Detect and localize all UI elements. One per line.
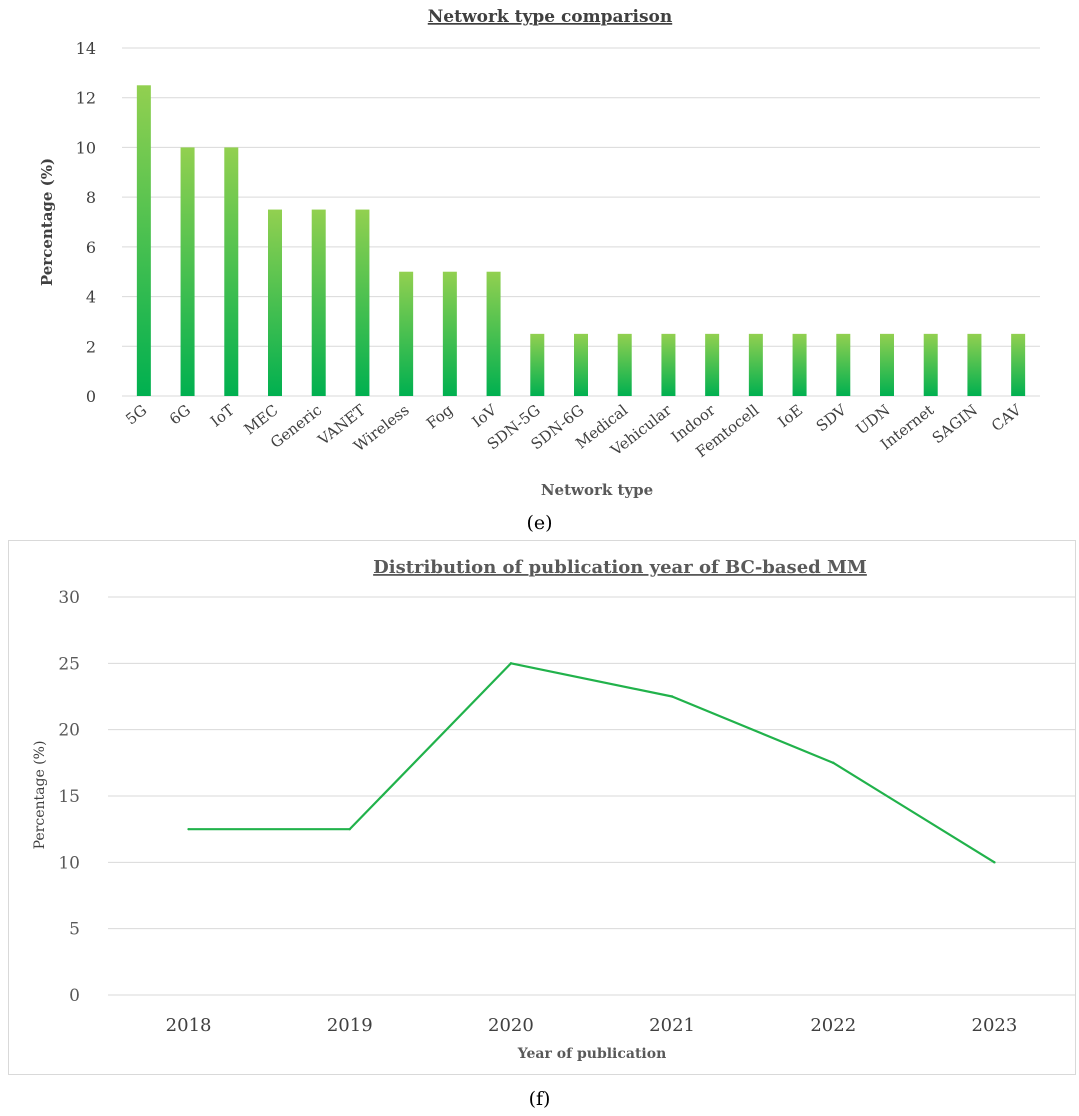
chart1-x-tick-label: Fog xyxy=(423,401,457,433)
chart1-bar-femtocell xyxy=(748,333,763,396)
chart1-x-axis-label: Network type xyxy=(541,481,653,499)
chart1-bar-vanet xyxy=(355,209,370,396)
chart2-y-tick-label: 15 xyxy=(58,787,80,807)
chart2-y-tick-label: 10 xyxy=(58,853,80,873)
chart1-bar-medical xyxy=(617,333,632,396)
chart1-y-tick-label: 0 xyxy=(86,387,96,406)
chart2-point-2023 xyxy=(993,861,996,864)
chart1-title: Network type comparison xyxy=(428,7,672,27)
chart1-bar-fog xyxy=(442,271,457,396)
chart1-y-tick-label: 6 xyxy=(86,238,96,257)
chart2-y-tick-label: 20 xyxy=(58,721,80,741)
chart2-point-2019 xyxy=(348,827,351,831)
chart2-x-axis-label: Year of publication xyxy=(517,1046,667,1062)
chart1-bar-internet xyxy=(923,333,938,396)
chart2-y-tick-label: 0 xyxy=(69,986,80,1006)
chart1-bar-sdv xyxy=(836,333,851,396)
chart2-x-tick-label: 2022 xyxy=(810,1015,856,1036)
chart1-x-tick-label: SDV xyxy=(813,400,851,435)
chart1-x-tick-label: IoT xyxy=(207,401,238,431)
chart1-bar-udn xyxy=(880,333,894,396)
chart1-y-tick-label: 4 xyxy=(86,288,96,307)
chart1-bar-mec xyxy=(268,209,282,396)
chart1-bar-generic xyxy=(311,209,326,396)
chart1-bar-sdn-6g xyxy=(574,333,588,396)
chart1-bar-cav xyxy=(1011,333,1026,396)
chart1-x-tick-label: 5G xyxy=(122,401,150,428)
chart2-point-2018 xyxy=(187,827,190,831)
chart2-frame xyxy=(8,540,1076,1075)
chart1-bar-iot xyxy=(224,147,239,396)
chart1-bar-ioe xyxy=(792,333,807,396)
chart1-caption: (e) xyxy=(526,512,553,534)
chart2-y-tick-label: 30 xyxy=(58,588,80,608)
chart1-y-tick-label: 14 xyxy=(76,39,96,58)
chart2-y-axis-label: Percentage (%) xyxy=(32,741,48,850)
chart2-point-2020 xyxy=(509,662,513,665)
chart2-series-line xyxy=(188,662,995,864)
chart1-bar-sagin xyxy=(967,333,982,396)
chart2-y-tick-label: 5 xyxy=(69,920,80,940)
chart1-y-axis-label: Percentage (%) xyxy=(38,158,56,286)
chart1-bar-5g xyxy=(136,85,151,397)
chart2-title: Distribution of publication year of BC-b… xyxy=(373,557,867,578)
chart1-x-tick-label: 6G xyxy=(166,401,194,428)
chart1-x-tick-label: IoE xyxy=(775,401,806,431)
chart2-point-2021 xyxy=(670,695,674,698)
chart2-x-tick-label: 2021 xyxy=(649,1015,695,1036)
chart2-point-2022 xyxy=(832,761,835,765)
chart2-x-tick-label: 2018 xyxy=(166,1015,212,1036)
chart2-x-tick-label: 2023 xyxy=(972,1015,1018,1036)
chart1-x-tick-label: SAGIN xyxy=(929,401,981,447)
publication-year-line-chart: Distribution of publication year of BC-b… xyxy=(32,557,1075,1062)
chart2-x-tick-label: 2019 xyxy=(327,1015,373,1036)
chart1-y-tick-label: 10 xyxy=(76,138,96,157)
chart1-bar-sdn-5g xyxy=(530,333,545,396)
chart1-y-tick-label: 8 xyxy=(86,188,96,207)
chart2-x-tick-label: 2020 xyxy=(488,1015,534,1036)
chart1-x-tick-label: IoV xyxy=(469,400,501,431)
network-type-bar-chart: Network type comparison 0 2 4 6 8 10 12 14 5G 6G… xyxy=(38,7,1040,499)
chart1-bar-wireless xyxy=(399,271,414,396)
chart2-y-tick-label: 25 xyxy=(58,654,80,674)
chart1-bar-vehicular xyxy=(661,333,676,396)
chart1-bar-indoor xyxy=(705,333,720,396)
chart1-x-tick-label: CAV xyxy=(988,400,1026,435)
chart1-bar-iov xyxy=(486,271,501,396)
chart2-caption: (f) xyxy=(528,1088,551,1110)
chart1-bar-6g xyxy=(180,147,195,396)
chart1-y-tick-label: 2 xyxy=(86,337,96,356)
chart1-y-tick-label: 12 xyxy=(76,89,96,108)
